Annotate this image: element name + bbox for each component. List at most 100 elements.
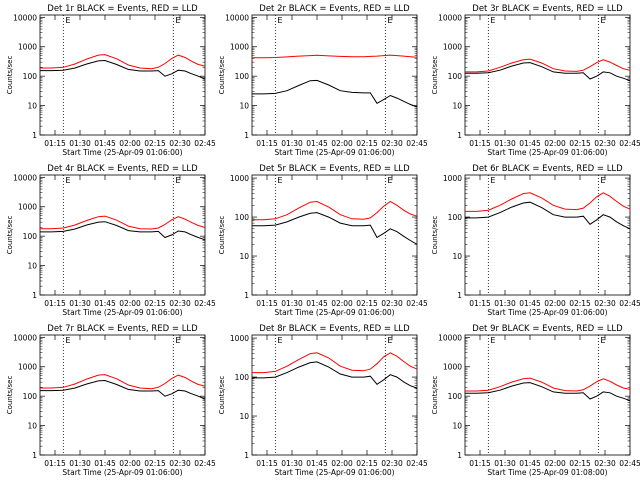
- plot-frame: [251, 174, 418, 296]
- x-tick-label: 01:45: [306, 139, 328, 148]
- x-tick-label: 01:30: [494, 459, 516, 468]
- y-axis-label: Counts/sec: [218, 376, 226, 415]
- y-tick-label: 1: [457, 291, 462, 300]
- detector-panel: Det 5r BLACK = Events, RED = LLD 1 10 100 10…: [218, 164, 428, 317]
- reference-marker: E: [175, 16, 180, 25]
- x-tick-label: 02:45: [194, 139, 216, 148]
- series-line-lld: [40, 215, 206, 230]
- x-axis-label: Start Time (25-Apr-09 01:06:00): [62, 148, 182, 157]
- detector-panel: Det 2r BLACK = Events, RED = LLD 1 10 100 10…: [218, 4, 428, 157]
- x-tick-label: 02:00: [331, 459, 353, 468]
- x-tick-label: 02:00: [331, 299, 353, 308]
- series-line-lld: [465, 192, 631, 212]
- x-tick-label: 02:30: [381, 459, 403, 468]
- detector-panel: Det 1r BLACK = Events, RED = LLD 1 10 100 10…: [6, 4, 216, 157]
- detector-panel: Det 7r BLACK = Events, RED = LLD 1 10 100 10…: [6, 324, 216, 477]
- x-tick-label: 02:00: [544, 459, 566, 468]
- y-tick-label: 100: [23, 392, 38, 401]
- x-axis-label: Start Time (25-Apr-09 01:06:00): [62, 308, 182, 317]
- panel-title: Det 6r BLACK = Events, RED = LLD: [472, 164, 623, 174]
- y-tick-label: 10000: [13, 173, 37, 182]
- x-tick-label: 01:45: [306, 459, 328, 468]
- x-axis-label: Start Time (25-Apr-09 01:06:00): [487, 148, 607, 157]
- x-axis-label: Start Time (25-Apr-09 01:06:00): [487, 308, 607, 317]
- series-line-events: [40, 59, 206, 80]
- x-tick-label: 01:45: [94, 139, 116, 148]
- panel-title: Det 3r BLACK = Events, RED = LLD: [472, 4, 623, 14]
- x-tick-label: 01:15: [256, 299, 278, 308]
- x-tick-label: 02:45: [194, 299, 216, 308]
- x-axis-label: Start Time (25-Apr-09 01:06:00): [274, 308, 394, 317]
- x-tick-label: 01:45: [94, 299, 116, 308]
- y-axis-label: Counts/sec: [431, 376, 439, 415]
- y-tick-label: 1: [457, 131, 462, 140]
- x-tick-label: 01:30: [69, 139, 91, 148]
- reference-marker: E: [65, 336, 70, 345]
- x-tick-label: 01:15: [469, 459, 491, 468]
- y-tick-label: 10: [239, 252, 249, 261]
- x-tick-label: 01:30: [69, 459, 91, 468]
- series-line-events: [252, 361, 418, 389]
- x-tick-label: 01:30: [69, 299, 91, 308]
- y-tick-label: 1: [32, 291, 37, 300]
- plot-frame: [251, 334, 418, 456]
- y-tick-label: 100: [448, 213, 463, 222]
- reference-marker: E: [277, 16, 282, 25]
- plot-frame: [464, 334, 631, 456]
- reference-marker: E: [387, 16, 392, 25]
- panel-title: Det 8r BLACK = Events, RED = LLD: [259, 324, 410, 334]
- series-line-lld: [465, 377, 631, 392]
- x-tick-label: 02:15: [569, 139, 591, 148]
- x-tick-label: 02:45: [619, 459, 640, 468]
- y-tick-label: 1: [244, 131, 249, 140]
- y-tick-label: 10000: [13, 13, 37, 22]
- x-tick-label: 02:15: [356, 459, 378, 468]
- series-line-events: [465, 382, 631, 402]
- x-tick-label: 01:15: [469, 139, 491, 148]
- series-line-events: [40, 379, 206, 400]
- y-axis-label: Counts/sec: [6, 56, 14, 95]
- x-tick-label: 02:45: [406, 299, 428, 308]
- x-tick-label: 02:00: [119, 139, 141, 148]
- detector-panel: Det 4r BLACK = Events, RED = LLD 1 10 100 10…: [6, 164, 216, 317]
- series-line-lld: [465, 58, 631, 73]
- y-tick-label: 1000: [230, 43, 249, 52]
- series-line-events: [252, 212, 418, 245]
- y-tick-label: 10: [27, 262, 37, 271]
- y-axis-label: Counts/sec: [431, 216, 439, 255]
- x-tick-label: 02:00: [119, 459, 141, 468]
- series-line-lld: [252, 54, 418, 59]
- plot-frame: [251, 14, 418, 136]
- y-tick-label: 100: [448, 392, 463, 401]
- x-tick-label: 01:45: [94, 459, 116, 468]
- y-tick-label: 1000: [18, 43, 37, 52]
- plot-frame: [464, 14, 631, 136]
- x-tick-label: 01:15: [44, 299, 66, 308]
- x-tick-label: 02:45: [194, 459, 216, 468]
- x-tick-label: 01:15: [44, 459, 66, 468]
- reference-marker: E: [175, 336, 180, 345]
- detector-panel: Det 9r BLACK = Events, RED = LLD 1 10 100 10…: [431, 324, 640, 477]
- x-tick-label: 02:30: [381, 139, 403, 148]
- x-tick-label: 02:30: [594, 139, 616, 148]
- x-tick-label: 02:15: [356, 139, 378, 148]
- x-tick-label: 02:30: [169, 459, 191, 468]
- y-tick-label: 1000: [443, 43, 462, 52]
- y-tick-label: 10: [27, 422, 37, 431]
- reference-marker: E: [600, 16, 605, 25]
- series-line-lld: [40, 54, 206, 70]
- y-tick-label: 10: [239, 102, 249, 111]
- y-tick-label: 1000: [18, 363, 37, 372]
- x-axis-label: Start Time (25-Apr-09 01:06:00): [274, 468, 394, 477]
- x-tick-label: 01:45: [306, 299, 328, 308]
- reference-marker: E: [387, 336, 392, 345]
- x-tick-label: 01:15: [256, 459, 278, 468]
- reference-marker: E: [277, 176, 282, 185]
- panel-title: Det 2r BLACK = Events, RED = LLD: [259, 4, 410, 14]
- x-tick-label: 02:45: [406, 139, 428, 148]
- plot-frame: [39, 14, 206, 136]
- reference-marker: E: [387, 176, 392, 185]
- panel-title: Det 1r BLACK = Events, RED = LLD: [47, 4, 198, 14]
- x-tick-label: 02:00: [544, 139, 566, 148]
